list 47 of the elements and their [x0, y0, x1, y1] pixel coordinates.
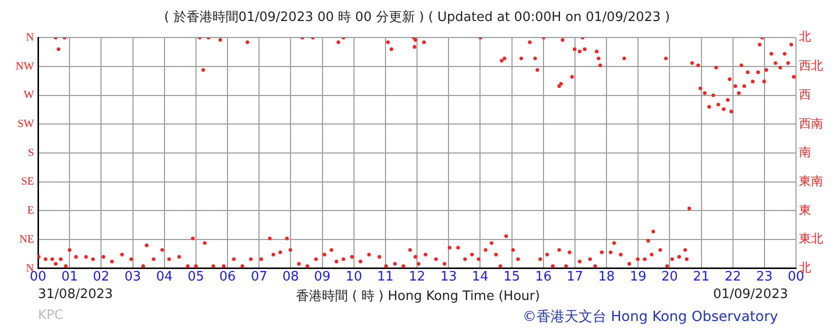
x-tick-label: 06	[219, 270, 236, 285]
text: 西北	[799, 58, 823, 73]
text: 西	[799, 87, 811, 102]
x-tick-label: 12	[408, 270, 426, 285]
x-tick-label: 07	[250, 270, 268, 285]
text: SW	[18, 118, 35, 130]
text: W	[24, 89, 35, 102]
x-tick-label: 04	[156, 270, 173, 285]
x-tick-label: 01	[61, 270, 78, 285]
x-tick-label: 09	[314, 270, 331, 285]
text: NW	[16, 60, 35, 72]
x-tick-label: 22	[724, 270, 742, 285]
x-tick-label: 03	[124, 270, 142, 285]
text: 東	[799, 202, 811, 217]
text: NE	[19, 233, 34, 246]
x-tick-label: 21	[692, 270, 710, 285]
text: 東南	[799, 174, 823, 188]
text: 東北	[799, 232, 823, 246]
text: E	[27, 204, 34, 217]
x-tick-label: 19	[630, 270, 646, 285]
chart-title: ( 於香港時間01/09/2023 00 時 00 分更新 ) ( Updated at 00:00H on 01/09/2023 )	[164, 10, 670, 26]
x-tick-label: 05	[188, 270, 204, 285]
text: 01/09/2023	[713, 287, 788, 302]
x-tick-label: 08	[282, 270, 299, 285]
x-tick-label: 15	[503, 270, 520, 285]
x-tick-label: 16	[535, 270, 552, 285]
x-tick-label: 20	[661, 270, 678, 285]
text: KPC	[38, 308, 64, 323]
x-axis-title: 香港時間 ( 時 ) Hong Kong Time (Hour)	[296, 289, 540, 304]
x-tick-label: 14	[472, 270, 488, 285]
text: 南	[799, 145, 811, 160]
text: 北	[799, 30, 811, 44]
x-tick-label: 00	[788, 270, 804, 285]
text: ©香港天文台 Hong Kong Observatory	[522, 308, 778, 326]
x-tick-label: 17	[566, 270, 584, 285]
x-tick-label: 13	[440, 270, 457, 285]
x-tick-label: 02	[92, 270, 110, 285]
text: 31/08/2023	[38, 287, 113, 302]
x-tick-label: 11	[377, 270, 394, 285]
x-tick-label: 00	[30, 270, 46, 285]
text: N	[26, 31, 34, 44]
x-tick-label: 18	[598, 270, 615, 285]
x-tick-label: 23	[756, 270, 773, 285]
text: S	[28, 146, 34, 159]
text: SE	[21, 176, 34, 188]
text: 西南	[799, 116, 823, 130]
x-tick-label: 10	[346, 270, 362, 285]
